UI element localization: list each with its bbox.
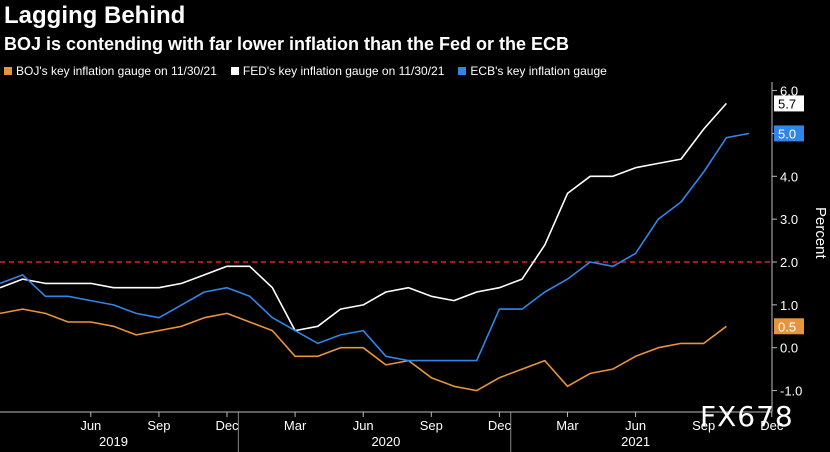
- x-year-label: 2020: [371, 434, 400, 449]
- legend-swatch-fed: [230, 67, 239, 75]
- legend: BOJ's key inflation gauge on 11/30/21 FE…: [4, 64, 607, 78]
- y-tick-label: 1.0: [780, 298, 798, 313]
- legend-item-fed: FED's key inflation gauge on 11/30/21: [230, 64, 445, 78]
- watermark: FX678: [700, 400, 794, 433]
- x-tick-label: Dec: [215, 418, 239, 433]
- y-tick-label: 0.0: [780, 341, 798, 356]
- x-tick-label: Jun: [353, 418, 374, 433]
- y-tick-label: 6.0: [780, 84, 798, 99]
- x-tick-label: Mar: [284, 418, 307, 433]
- end-label-box-boj: [774, 318, 804, 335]
- line-chart: -1.0 0.0 1.0 2.0 3.0 4.0 5.0 6.0 Percent Jun Sep De…: [0, 82, 829, 452]
- y-tick-label: 4.0: [780, 169, 798, 184]
- legend-label-fed: FED's key inflation gauge on 11/30/21: [242, 64, 445, 78]
- end-label-ecb: 5.0: [778, 126, 796, 141]
- x-tick-label: Sep: [147, 418, 170, 433]
- y-tick-label: 2.0: [780, 255, 798, 270]
- legend-label-boj: BOJ's key inflation gauge on 11/30/21: [16, 64, 217, 78]
- end-label-boj: 0.5: [778, 319, 796, 334]
- legend-swatch-ecb: [458, 67, 467, 75]
- x-tick-label: Sep: [692, 418, 715, 433]
- legend-item-ecb: ECB's key inflation gauge: [458, 64, 607, 78]
- end-label-box-fed: [774, 95, 804, 112]
- legend-item-boj: BOJ's key inflation gauge on 11/30/21: [4, 64, 217, 78]
- x-tick-label: Jun: [80, 418, 101, 433]
- x-tick-label: Jun: [625, 418, 646, 433]
- y-tick-label: -1.0: [780, 384, 802, 399]
- end-label-box-ecb: [774, 125, 804, 142]
- legend-swatch-boj: [4, 67, 12, 75]
- y-tick-label: 3.0: [780, 212, 798, 227]
- x-year-label: 2021: [621, 434, 650, 449]
- chart-subtitle: BOJ is contending with far lower inflati…: [4, 34, 570, 54]
- x-year-label: 2019: [99, 434, 128, 449]
- x-tick-label: Sep: [420, 418, 443, 433]
- x-tick-label: Mar: [556, 418, 579, 433]
- series-line-boj: [0, 308, 727, 392]
- chart-title: Lagging Behind: [4, 2, 186, 29]
- end-label-fed: 5.7: [778, 96, 796, 111]
- series-line-ecb: [0, 132, 750, 362]
- series-line-fed: [0, 102, 727, 332]
- legend-label-ecb: ECB's key inflation gauge: [470, 64, 607, 78]
- x-tick-label: Dec: [760, 418, 784, 433]
- y-axis-label: Percent: [812, 207, 829, 260]
- x-tick-label: Dec: [488, 418, 512, 433]
